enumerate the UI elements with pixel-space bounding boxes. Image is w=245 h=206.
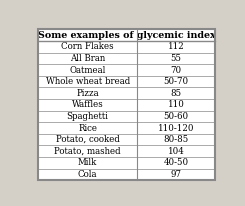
Text: Potato, cooked: Potato, cooked — [56, 135, 120, 144]
Text: Spaghetti: Spaghetti — [67, 112, 109, 121]
Text: 110: 110 — [168, 100, 184, 109]
Text: 50-70: 50-70 — [163, 77, 188, 86]
Text: Cola: Cola — [78, 170, 98, 179]
Text: Pizza: Pizza — [76, 89, 99, 98]
Text: 40-50: 40-50 — [163, 158, 188, 167]
Text: 97: 97 — [171, 170, 182, 179]
Text: 80-85: 80-85 — [163, 135, 189, 144]
Text: Rice: Rice — [78, 124, 97, 132]
Text: Corn Flakes: Corn Flakes — [61, 42, 114, 51]
Text: 85: 85 — [170, 89, 182, 98]
Text: Waffles: Waffles — [72, 100, 104, 109]
Text: 104: 104 — [168, 147, 184, 156]
Text: Some examples of glycemic index: Some examples of glycemic index — [38, 31, 215, 40]
Text: Whole wheat bread: Whole wheat bread — [46, 77, 130, 86]
Text: Oatmeal: Oatmeal — [70, 66, 106, 75]
Text: Milk: Milk — [78, 158, 97, 167]
Text: 110-120: 110-120 — [158, 124, 194, 132]
Text: All Bran: All Bran — [70, 54, 105, 63]
Text: 70: 70 — [170, 66, 182, 75]
Text: 112: 112 — [168, 42, 184, 51]
Text: 55: 55 — [171, 54, 182, 63]
Text: Potato, mashed: Potato, mashed — [54, 147, 121, 156]
Text: 50-60: 50-60 — [163, 112, 188, 121]
